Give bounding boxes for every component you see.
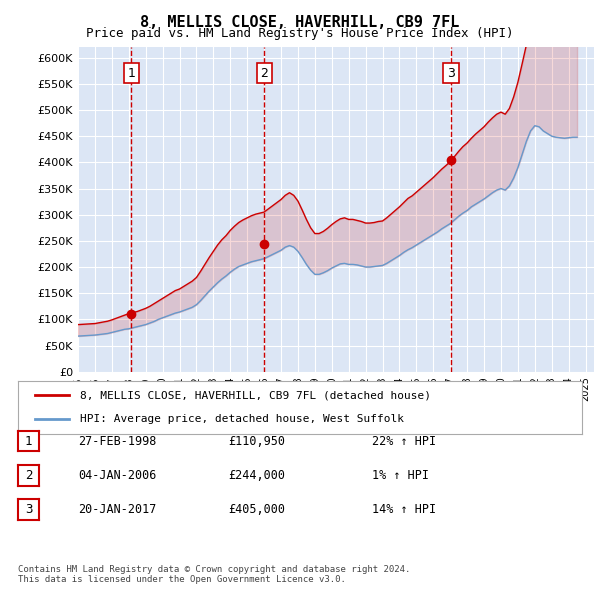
Text: 3: 3 (25, 503, 32, 516)
Text: 1: 1 (127, 67, 135, 80)
Text: 22% ↑ HPI: 22% ↑ HPI (372, 435, 436, 448)
Text: 3: 3 (447, 67, 455, 80)
Text: 20-JAN-2017: 20-JAN-2017 (78, 503, 157, 516)
Text: £110,950: £110,950 (228, 435, 285, 448)
Text: Contains HM Land Registry data © Crown copyright and database right 2024.
This d: Contains HM Land Registry data © Crown c… (18, 565, 410, 584)
Text: 1: 1 (25, 434, 32, 448)
Text: £405,000: £405,000 (228, 503, 285, 516)
Text: 8, MELLIS CLOSE, HAVERHILL, CB9 7FL (detached house): 8, MELLIS CLOSE, HAVERHILL, CB9 7FL (det… (80, 391, 431, 401)
Text: 2: 2 (260, 67, 268, 80)
Text: 27-FEB-1998: 27-FEB-1998 (78, 435, 157, 448)
Text: 8, MELLIS CLOSE, HAVERHILL, CB9 7FL: 8, MELLIS CLOSE, HAVERHILL, CB9 7FL (140, 15, 460, 30)
Text: 2: 2 (25, 468, 32, 482)
Text: £244,000: £244,000 (228, 469, 285, 482)
Text: 14% ↑ HPI: 14% ↑ HPI (372, 503, 436, 516)
Text: Price paid vs. HM Land Registry's House Price Index (HPI): Price paid vs. HM Land Registry's House … (86, 27, 514, 40)
Text: 1% ↑ HPI: 1% ↑ HPI (372, 469, 429, 482)
Text: 04-JAN-2006: 04-JAN-2006 (78, 469, 157, 482)
Text: HPI: Average price, detached house, West Suffolk: HPI: Average price, detached house, West… (80, 414, 404, 424)
